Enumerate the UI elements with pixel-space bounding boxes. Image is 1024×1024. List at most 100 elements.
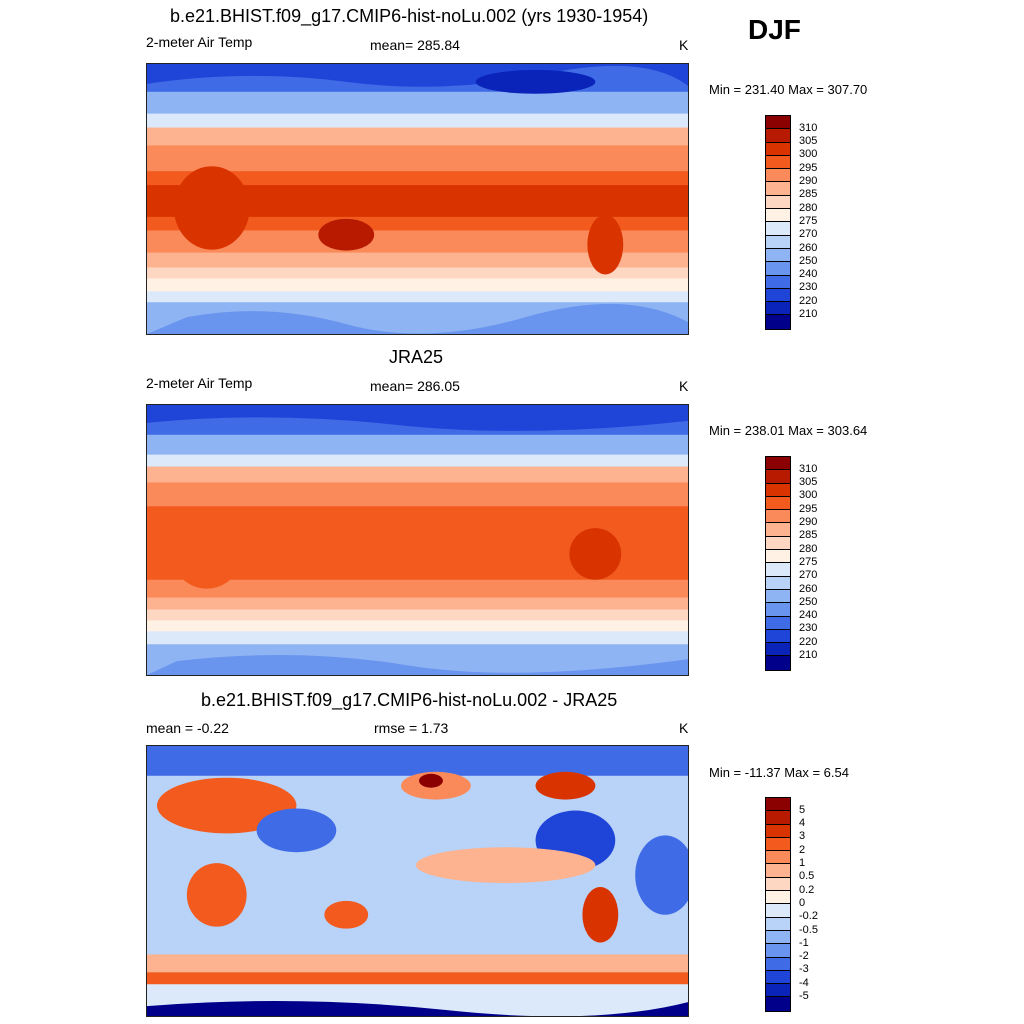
panel-3-mean-label: mean = -0.22 <box>146 720 229 736</box>
panel-2-minmax: Min = 238.01 Max = 303.64 <box>709 423 868 438</box>
colorbar-swatch <box>766 222 790 236</box>
panel-3-rmse-label: rmse = 1.73 <box>374 720 449 736</box>
colorbar-swatch <box>766 811 790 825</box>
colorbar-swatch <box>766 798 790 812</box>
colorbar-tick-label: 0.2 <box>799 883 815 896</box>
panel-3-colorbar <box>765 797 791 1012</box>
panel-2-title: JRA25 <box>389 347 444 367</box>
panel-3-minmax: Min = -11.37 Max = 6.54 <box>709 765 849 780</box>
panel-2-colorbar <box>765 456 791 671</box>
colorbar-swatch <box>766 824 790 838</box>
season-label: DJF <box>748 14 801 45</box>
colorbar-tick-label: 295 <box>799 502 818 515</box>
panel-3-title: b.e21.BHIST.f09_g17.CMIP6-hist-noLu.002 … <box>201 690 618 710</box>
panel-1-minmax: Min = 231.40 Max = 307.70 <box>709 82 868 97</box>
colorbar-swatch <box>766 984 790 998</box>
colorbar-tick-label: 300 <box>799 489 818 502</box>
colorbar-tick-label: 270 <box>799 569 818 582</box>
colorbar-tick-label: 280 <box>799 542 818 555</box>
panel-2-variable-label: 2-meter Air Temp <box>146 375 253 391</box>
colorbar-tick-label: 4 <box>799 817 806 830</box>
colorbar-swatch <box>766 576 790 590</box>
temperature-map-model <box>147 64 688 334</box>
panel-1-mean-label: mean= 285.84 <box>370 37 460 53</box>
panel-2-units-label: K <box>679 378 689 394</box>
colorbar-tick-label: 220 <box>799 294 818 307</box>
colorbar-tick-label: 0.5 <box>799 870 815 883</box>
colorbar-swatch <box>766 275 790 289</box>
colorbar-tick-label: 260 <box>799 241 818 254</box>
panel-2-map <box>146 404 689 676</box>
colorbar-swatch <box>766 550 790 564</box>
colorbar-swatch <box>766 116 790 130</box>
colorbar-tick-label: 250 <box>799 595 818 608</box>
colorbar-tick-label: 305 <box>799 135 818 148</box>
colorbar-tick-label: -0.5 <box>799 923 818 936</box>
colorbar-swatch <box>766 957 790 971</box>
colorbar-swatch <box>766 142 790 156</box>
colorbar-tick-label: 305 <box>799 476 818 489</box>
colorbar-swatch <box>766 235 790 249</box>
colorbar-swatch <box>766 483 790 497</box>
colorbar-swatch <box>766 891 790 905</box>
colorbar-tick-label: 310 <box>799 121 818 134</box>
colorbar-swatch <box>766 864 790 878</box>
colorbar-swatch <box>766 603 790 617</box>
colorbar-tick-label: 250 <box>799 254 818 267</box>
colorbar-tick-label: 230 <box>799 281 818 294</box>
panel-3-units-label: K <box>679 720 689 736</box>
colorbar-swatch <box>766 209 790 223</box>
colorbar-swatch <box>766 457 790 471</box>
colorbar-swatch <box>766 169 790 183</box>
colorbar-tick-label: 3 <box>799 830 806 843</box>
colorbar-tick-label: -1 <box>799 936 809 949</box>
panel-2-mean-label: mean= 286.05 <box>370 378 460 394</box>
colorbar-tick-label: 275 <box>799 555 818 568</box>
colorbar-swatch <box>766 904 790 918</box>
colorbar-swatch <box>766 944 790 958</box>
panel-1-variable-label: 2-meter Air Temp <box>146 34 253 50</box>
colorbar-tick-label: 260 <box>799 582 818 595</box>
colorbar-tick-label: 210 <box>799 649 818 661</box>
colorbar-swatch <box>766 930 790 945</box>
panel-1-map <box>146 63 689 335</box>
panel-1-colorbar <box>765 115 791 330</box>
colorbar-swatch <box>766 970 790 985</box>
colorbar-swatch <box>766 837 790 852</box>
colorbar-tick-label: -2 <box>799 950 809 963</box>
colorbar-swatch <box>766 510 790 524</box>
colorbar-swatch <box>766 302 790 316</box>
colorbar-tick-label: 240 <box>799 268 818 281</box>
panel-1-title: b.e21.BHIST.f09_g17.CMIP6-hist-noLu.002 … <box>170 6 649 26</box>
colorbar-tick-label: 5 <box>799 803 806 816</box>
colorbar-tick-label: 310 <box>799 462 818 475</box>
temperature-map-reanalysis <box>147 405 688 675</box>
colorbar-swatch <box>766 851 790 865</box>
colorbar-tick-label: 220 <box>799 635 818 648</box>
colorbar-tick-label: 2 <box>799 843 806 856</box>
colorbar-swatch <box>766 629 790 644</box>
colorbar-tick-label: 230 <box>799 622 818 635</box>
colorbar-tick-label: -5 <box>799 990 809 1002</box>
colorbar-tick-label: 285 <box>799 529 818 542</box>
colorbar-tick-label: 275 <box>799 214 818 227</box>
colorbar-swatch <box>766 589 790 604</box>
colorbar-tick-label: 210 <box>799 308 818 320</box>
colorbar-tick-label: 240 <box>799 609 818 622</box>
difference-map <box>147 746 688 1016</box>
colorbar-tick-label: 285 <box>799 188 818 201</box>
colorbar-swatch <box>766 496 790 511</box>
colorbar-swatch <box>766 656 790 670</box>
colorbar-swatch <box>766 155 790 170</box>
colorbar-swatch <box>766 563 790 577</box>
colorbar-swatch <box>766 616 790 630</box>
colorbar-tick-label: 290 <box>799 175 818 187</box>
colorbar-tick-label: 290 <box>799 516 818 528</box>
colorbar-swatch <box>766 315 790 329</box>
colorbar-swatch <box>766 288 790 303</box>
colorbar-swatch <box>766 182 790 196</box>
colorbar-swatch <box>766 997 790 1011</box>
colorbar-swatch <box>766 917 790 931</box>
colorbar-tick-label: 300 <box>799 148 818 161</box>
colorbar-tick-label: 270 <box>799 228 818 241</box>
